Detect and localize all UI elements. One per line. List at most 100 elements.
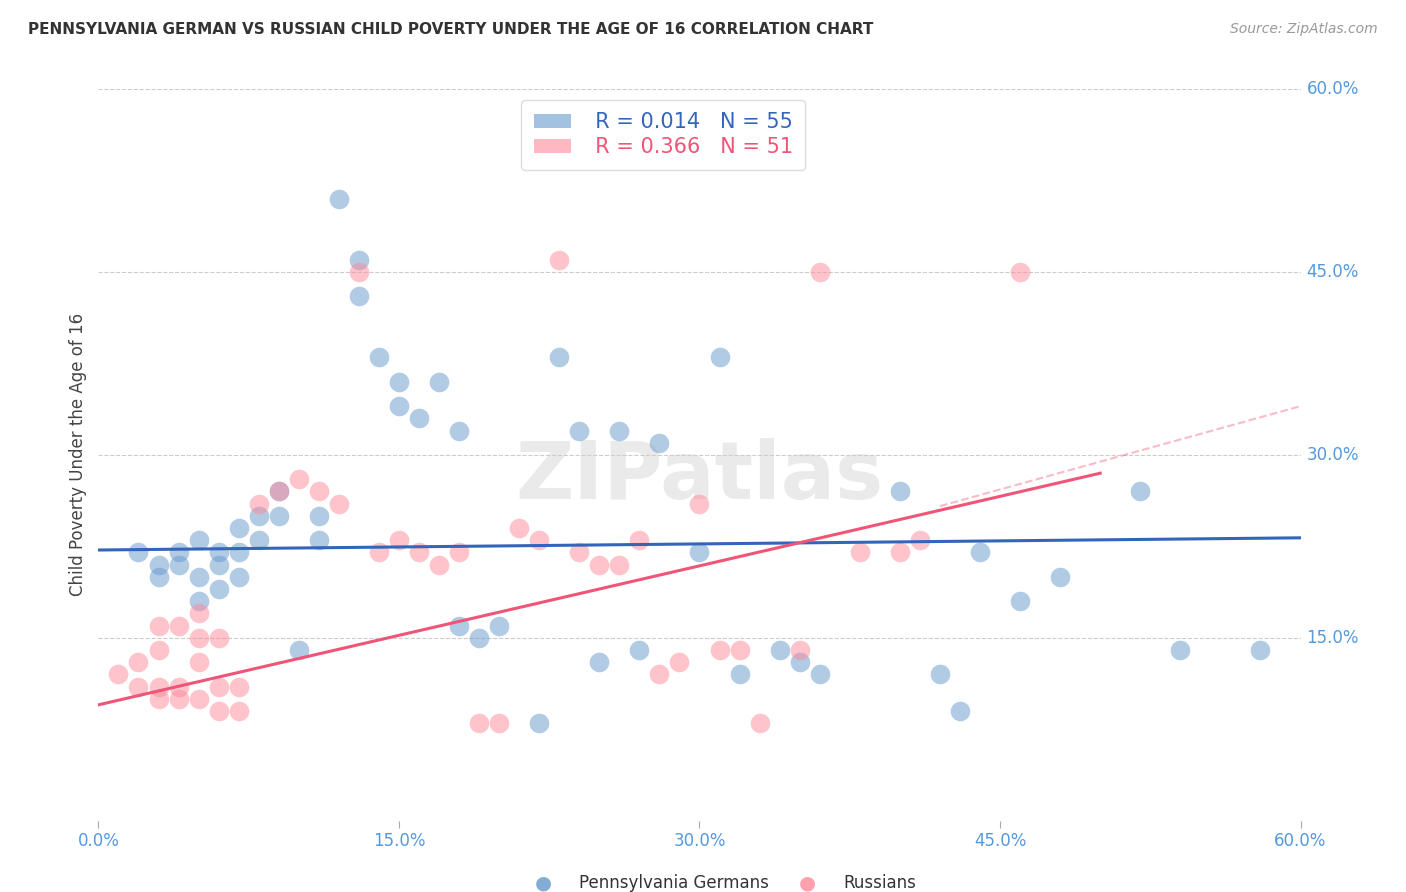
Point bbox=[568, 424, 591, 438]
Point bbox=[347, 265, 370, 279]
Point bbox=[148, 643, 170, 657]
Point bbox=[107, 667, 129, 681]
Text: ●: ● bbox=[534, 873, 551, 892]
Point bbox=[368, 545, 391, 559]
Point bbox=[187, 594, 209, 608]
Text: 15.0%: 15.0% bbox=[1306, 629, 1360, 647]
Point bbox=[427, 558, 450, 572]
Point bbox=[688, 545, 710, 559]
Point bbox=[228, 680, 250, 694]
Text: Source: ZipAtlas.com: Source: ZipAtlas.com bbox=[1230, 22, 1378, 37]
Point bbox=[288, 643, 311, 657]
Point bbox=[328, 192, 350, 206]
Point bbox=[548, 351, 571, 365]
Point bbox=[508, 521, 530, 535]
Point bbox=[1049, 570, 1071, 584]
Point bbox=[447, 545, 470, 559]
Point bbox=[208, 704, 231, 718]
Point bbox=[1250, 643, 1272, 657]
Point bbox=[267, 508, 290, 523]
Point bbox=[308, 484, 330, 499]
Point bbox=[849, 545, 872, 559]
Text: 60.0%: 60.0% bbox=[1306, 80, 1360, 98]
Point bbox=[228, 570, 250, 584]
Point bbox=[949, 704, 972, 718]
Point bbox=[228, 521, 250, 535]
Point bbox=[447, 618, 470, 632]
Point bbox=[728, 667, 751, 681]
Point bbox=[748, 716, 770, 731]
Text: Pennsylvania Germans: Pennsylvania Germans bbox=[579, 874, 769, 892]
Point bbox=[388, 399, 411, 413]
Point bbox=[468, 716, 491, 731]
Point bbox=[148, 618, 170, 632]
Point bbox=[167, 680, 190, 694]
Point bbox=[588, 558, 610, 572]
Point bbox=[187, 631, 209, 645]
Point bbox=[447, 424, 470, 438]
Point bbox=[408, 411, 430, 425]
Point bbox=[488, 716, 510, 731]
Point bbox=[648, 435, 671, 450]
Point bbox=[187, 533, 209, 548]
Point bbox=[208, 582, 231, 596]
Text: ZIPatlas: ZIPatlas bbox=[516, 438, 883, 516]
Point bbox=[187, 691, 209, 706]
Point bbox=[789, 655, 811, 669]
Point bbox=[247, 508, 270, 523]
Point bbox=[368, 351, 391, 365]
Point bbox=[889, 484, 911, 499]
Point bbox=[247, 497, 270, 511]
Point bbox=[709, 351, 731, 365]
Point bbox=[148, 570, 170, 584]
Point bbox=[228, 545, 250, 559]
Point bbox=[148, 691, 170, 706]
Point bbox=[728, 643, 751, 657]
Point bbox=[969, 545, 991, 559]
Point bbox=[328, 497, 350, 511]
Point bbox=[488, 618, 510, 632]
Point bbox=[427, 375, 450, 389]
Point bbox=[228, 704, 250, 718]
Point bbox=[688, 497, 710, 511]
Point bbox=[468, 631, 491, 645]
Point bbox=[187, 570, 209, 584]
Text: Russians: Russians bbox=[844, 874, 917, 892]
Point bbox=[208, 545, 231, 559]
Point bbox=[609, 558, 631, 572]
Point bbox=[889, 545, 911, 559]
Point bbox=[1129, 484, 1152, 499]
Point bbox=[128, 655, 150, 669]
Text: 30.0%: 30.0% bbox=[1306, 446, 1360, 464]
Point bbox=[347, 289, 370, 303]
Point bbox=[768, 643, 790, 657]
Text: PENNSYLVANIA GERMAN VS RUSSIAN CHILD POVERTY UNDER THE AGE OF 16 CORRELATION CHA: PENNSYLVANIA GERMAN VS RUSSIAN CHILD POV… bbox=[28, 22, 873, 37]
Point bbox=[167, 618, 190, 632]
Point bbox=[167, 558, 190, 572]
Point bbox=[388, 375, 411, 389]
Point bbox=[529, 716, 551, 731]
Y-axis label: Child Poverty Under the Age of 16: Child Poverty Under the Age of 16 bbox=[69, 313, 87, 597]
Point bbox=[167, 691, 190, 706]
Point bbox=[148, 558, 170, 572]
Point bbox=[628, 533, 651, 548]
Point bbox=[187, 655, 209, 669]
Point bbox=[167, 545, 190, 559]
Point bbox=[648, 667, 671, 681]
Point bbox=[1010, 265, 1032, 279]
Point bbox=[588, 655, 610, 669]
Point bbox=[408, 545, 430, 559]
Point bbox=[148, 680, 170, 694]
Point bbox=[568, 545, 591, 559]
Point bbox=[308, 508, 330, 523]
Point bbox=[529, 533, 551, 548]
Point bbox=[247, 533, 270, 548]
Point bbox=[1170, 643, 1192, 657]
Point bbox=[808, 667, 831, 681]
Point bbox=[128, 680, 150, 694]
Legend:   R = 0.014   N = 55,   R = 0.366   N = 51: R = 0.014 N = 55, R = 0.366 N = 51 bbox=[522, 100, 806, 169]
Point bbox=[128, 545, 150, 559]
Point bbox=[789, 643, 811, 657]
Point bbox=[628, 643, 651, 657]
Text: 45.0%: 45.0% bbox=[1306, 263, 1360, 281]
